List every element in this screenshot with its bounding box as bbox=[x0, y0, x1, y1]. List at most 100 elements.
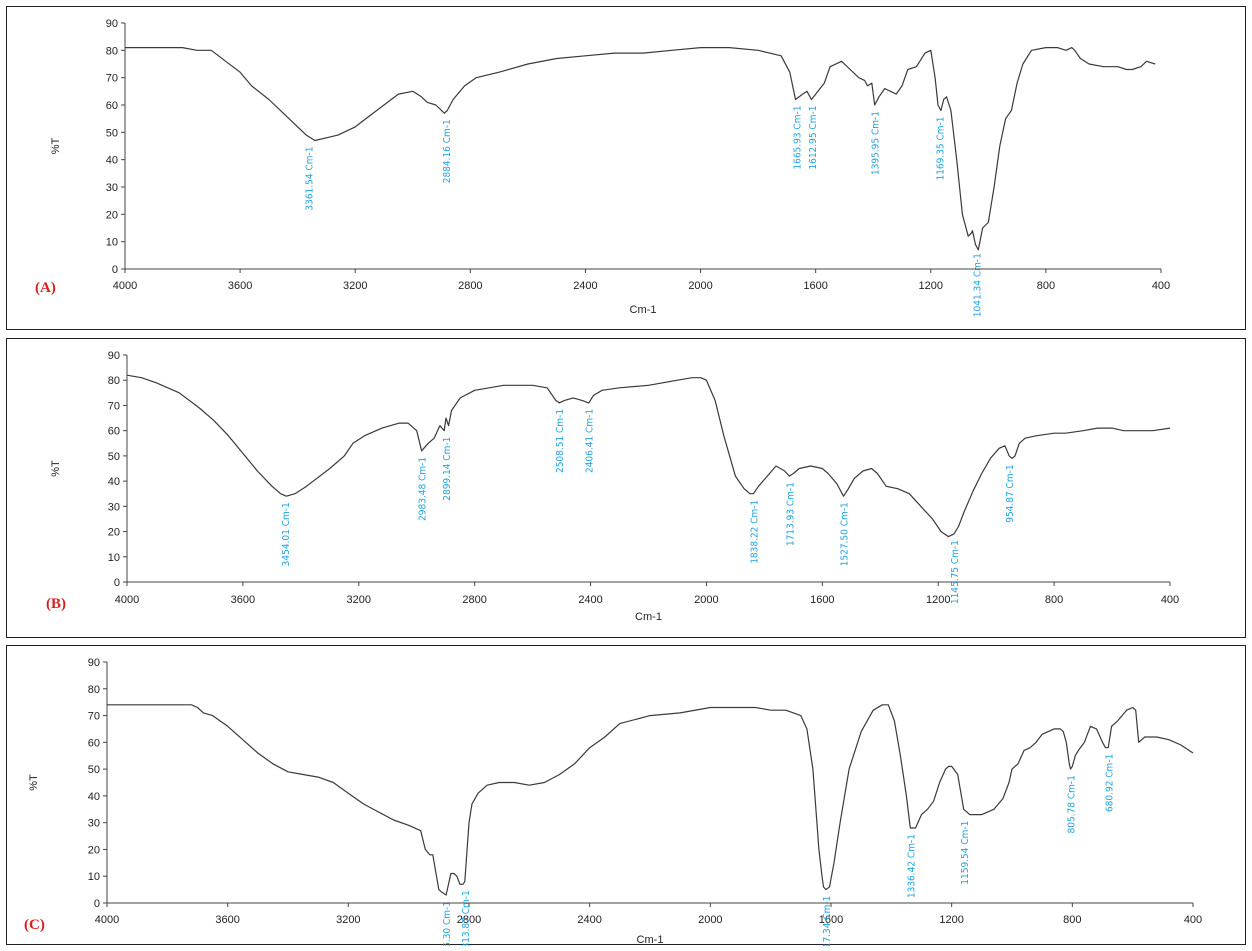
y-tick-label: 40 bbox=[108, 476, 120, 488]
panel-label: (C) bbox=[24, 917, 45, 933]
peak-label: 805.78 Cm-1 bbox=[1067, 775, 1078, 833]
x-axis-label: Cm-1 bbox=[635, 611, 662, 623]
y-tick-label: 80 bbox=[106, 45, 118, 57]
peak-label: 2899.14 Cm-1 bbox=[442, 437, 453, 501]
y-tick-label: 10 bbox=[108, 552, 120, 564]
x-tick-label: 2000 bbox=[694, 594, 718, 606]
y-tick-label: 10 bbox=[88, 871, 100, 883]
x-tick-label: 2000 bbox=[698, 914, 722, 926]
peak-label: 2876.30 Cm-1 bbox=[442, 901, 453, 946]
peak-label: 3454.01 Cm-1 bbox=[281, 502, 292, 566]
peak-label: 1527.50 Cm-1 bbox=[839, 502, 850, 566]
chart-b: 0 10 20 30 40 50 60 70 80 90 4000 3600 3200 2800 2400 2… bbox=[46, 350, 1179, 623]
x-tick-label: 1600 bbox=[819, 914, 843, 926]
x-tick-label: 400 bbox=[1161, 594, 1179, 606]
x-tick-label: 4000 bbox=[95, 914, 119, 926]
peak-label: 2884.16 Cm-1 bbox=[442, 119, 453, 183]
peak-label: 680.92 Cm-1 bbox=[1104, 754, 1115, 812]
y-tick-label: 30 bbox=[108, 501, 120, 513]
y-tick-label: 80 bbox=[88, 684, 100, 696]
chart-panel-c: 0 10 20 30 40 50 60 70 80 90 4000 3600 3200 2800 2400 2… bbox=[6, 645, 1246, 946]
x-tick-label: 2800 bbox=[457, 914, 481, 926]
y-tick-label: 70 bbox=[108, 400, 120, 412]
y-tick-label: 0 bbox=[114, 577, 120, 589]
y-tick-label: 50 bbox=[88, 764, 100, 776]
panel-label: (A) bbox=[35, 280, 56, 296]
y-tick-label: 20 bbox=[108, 527, 120, 539]
spectrum-line bbox=[126, 374, 1171, 538]
x-tick-label: 2800 bbox=[458, 280, 482, 292]
y-tick-label: 40 bbox=[88, 791, 100, 803]
x-tick-label: 3600 bbox=[215, 914, 239, 926]
y-tick-label: 10 bbox=[106, 237, 118, 249]
y-tick-label: 70 bbox=[106, 73, 118, 85]
peak-label: 1617.34 Cm-1 bbox=[822, 896, 833, 946]
peak-label: 2813.87 Cm-1 bbox=[461, 890, 472, 946]
x-tick-label: 800 bbox=[1045, 594, 1063, 606]
peak-label: 1336.42 Cm-1 bbox=[907, 834, 918, 898]
x-tick-label: 1200 bbox=[939, 914, 963, 926]
x-tick-label: 1600 bbox=[803, 280, 827, 292]
peak-label: 954.87 Cm-1 bbox=[1005, 464, 1016, 522]
peak-label: 1041.34 Cm-1 bbox=[972, 253, 983, 317]
axes-a: 0 10 20 30 40 50 60 70 80 90 4000 3600 3200 2800 2400 2… bbox=[106, 18, 1170, 292]
x-tick-label: 1200 bbox=[926, 594, 950, 606]
peak-label: 1169.35 Cm-1 bbox=[936, 116, 947, 180]
peak-label: 1612.95 Cm-1 bbox=[808, 106, 819, 170]
x-tick-label: 400 bbox=[1152, 280, 1170, 292]
y-tick-label: 30 bbox=[106, 182, 118, 194]
x-tick-label: 3200 bbox=[336, 914, 360, 926]
x-tick-label: 800 bbox=[1037, 280, 1055, 292]
peak-label: 2983.48 Cm-1 bbox=[418, 457, 429, 521]
y-tick-label: 90 bbox=[106, 18, 118, 30]
y-tick-label: 30 bbox=[88, 818, 100, 830]
spectrum-line bbox=[125, 47, 1156, 251]
peak-label: 1395.95 Cm-1 bbox=[870, 111, 881, 175]
y-tick-label: 90 bbox=[88, 657, 100, 669]
x-tick-label: 1600 bbox=[810, 594, 834, 606]
y-tick-label: 20 bbox=[88, 844, 100, 856]
peak-label: 2406.41 Cm-1 bbox=[585, 409, 596, 473]
y-tick-label: 60 bbox=[106, 100, 118, 112]
x-tick-label: 800 bbox=[1063, 914, 1081, 926]
x-tick-label: 3600 bbox=[228, 280, 252, 292]
peak-label: 1713.93 Cm-1 bbox=[785, 482, 796, 546]
y-axis-label: %T bbox=[50, 137, 62, 154]
peak-label: 1159.54 Cm-1 bbox=[960, 821, 971, 885]
y-tick-label: 60 bbox=[88, 737, 100, 749]
x-tick-label: 3200 bbox=[343, 280, 367, 292]
axes-c: 0 10 20 30 40 50 60 70 80 90 4000 3600 3200 2800 2400 2… bbox=[88, 657, 1202, 926]
y-axis-label: %T bbox=[50, 460, 62, 477]
chart-panel-a: 0 10 20 30 40 50 60 70 80 90 4000 3600 3200 2800 2400 2… bbox=[6, 6, 1246, 330]
x-tick-label: 4000 bbox=[115, 594, 139, 606]
y-tick-label: 50 bbox=[108, 451, 120, 463]
y-tick-label: 20 bbox=[106, 209, 118, 221]
peak-label: 3361.54 Cm-1 bbox=[305, 147, 316, 211]
chart-c: 0 10 20 30 40 50 60 70 80 90 4000 3600 3200 2800 2400 2… bbox=[24, 657, 1202, 946]
x-tick-label: 2400 bbox=[573, 280, 597, 292]
peak-label: 1665.93 Cm-1 bbox=[793, 106, 804, 170]
y-tick-label: 0 bbox=[94, 898, 100, 910]
x-tick-label: 3600 bbox=[231, 594, 255, 606]
x-tick-label: 3200 bbox=[347, 594, 371, 606]
y-tick-label: 0 bbox=[112, 264, 118, 276]
y-tick-label: 80 bbox=[108, 375, 120, 387]
peak-label: 2508.51 Cm-1 bbox=[555, 409, 566, 473]
x-axis-label: Cm-1 bbox=[630, 304, 657, 316]
axes-b: 0 10 20 30 40 50 60 70 80 90 4000 3600 3200 2800 2400 2… bbox=[108, 350, 1179, 606]
y-tick-label: 70 bbox=[88, 711, 100, 723]
x-tick-label: 2800 bbox=[462, 594, 486, 606]
chart-a: 0 10 20 30 40 50 60 70 80 90 4000 3600 3200 2800 2400 2… bbox=[35, 18, 1170, 317]
x-tick-label: 2000 bbox=[688, 280, 712, 292]
peak-label: 1145.75 Cm-1 bbox=[950, 540, 961, 604]
spectrum-line bbox=[107, 704, 1194, 896]
peak-label: 1838.22 Cm-1 bbox=[749, 500, 760, 564]
x-tick-label: 4000 bbox=[113, 280, 137, 292]
y-tick-label: 90 bbox=[108, 350, 120, 362]
x-axis-label: Cm-1 bbox=[637, 934, 664, 946]
y-axis-label: %T bbox=[28, 774, 40, 791]
x-tick-label: 2400 bbox=[577, 914, 601, 926]
panel-label: (B) bbox=[46, 596, 66, 612]
chart-panel-b: 0 10 20 30 40 50 60 70 80 90 4000 3600 3200 2800 2400 2… bbox=[6, 338, 1246, 638]
y-tick-label: 60 bbox=[108, 426, 120, 438]
